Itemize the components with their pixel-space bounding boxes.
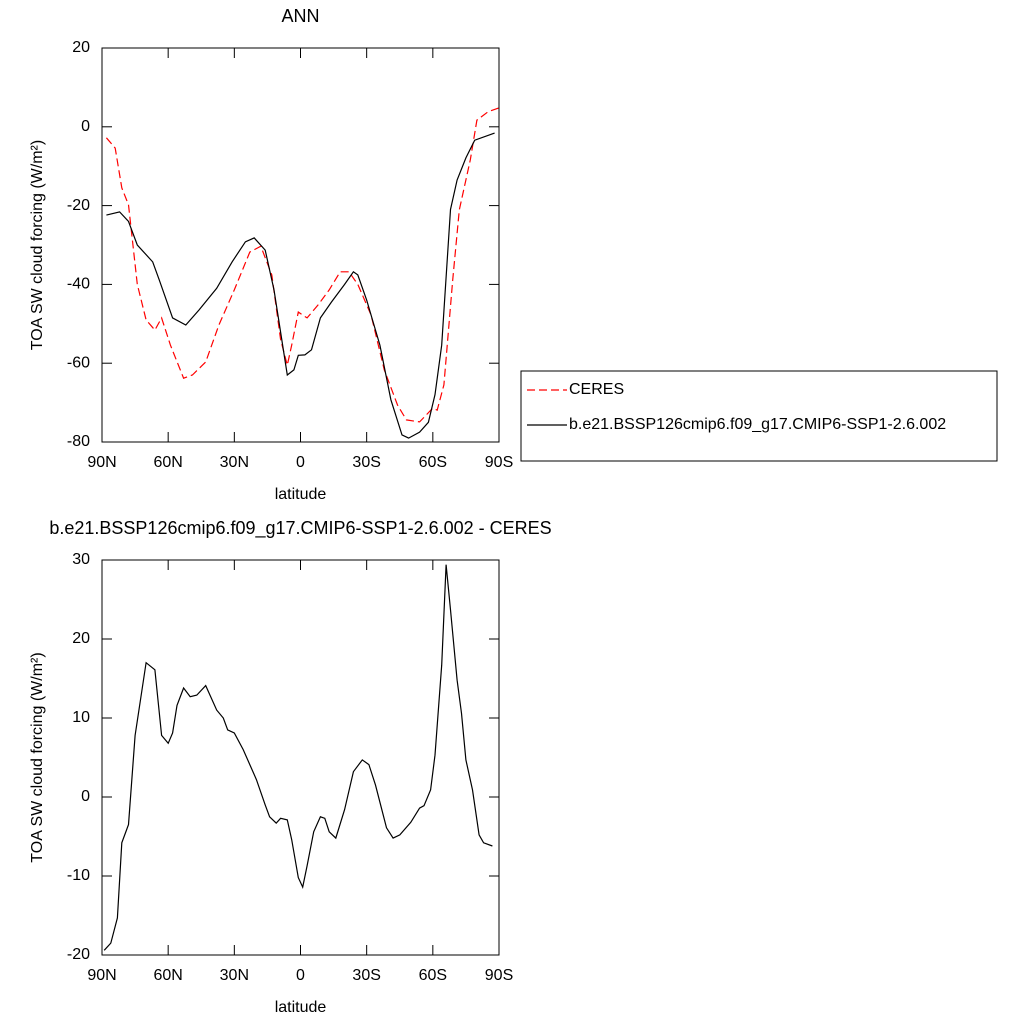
data-line: [106, 132, 495, 439]
x-tick-label: 90S: [485, 967, 513, 984]
legend-box: [520, 370, 998, 462]
chart-title: b.e21.BSSP126cmip6.f09_g17.CMIP6-SSP1-2.…: [49, 518, 551, 539]
x-tick-label: 30S: [352, 967, 380, 984]
x-tick-label: 30N: [220, 967, 249, 984]
y-tick-label: 10: [72, 709, 90, 726]
x-tick-label: 60S: [419, 454, 447, 471]
y-axis-label: TOA SW cloud forcing (W/m²): [29, 652, 46, 862]
x-axis-label: latitude: [275, 999, 327, 1016]
y-tick-label: 0: [81, 118, 90, 135]
legend-label: CERES: [569, 381, 624, 398]
legend-label: b.e21.BSSP126cmip6.f09_g17.CMIP6-SSP1-2.…: [569, 416, 946, 433]
x-tick-label: 60S: [419, 967, 447, 984]
y-tick-label: 20: [72, 39, 90, 56]
y-tick-label: -20: [67, 197, 90, 214]
y-tick-label: -20: [67, 946, 90, 963]
x-tick-label: 0: [296, 967, 305, 984]
x-tick-label: 30S: [352, 454, 380, 471]
x-tick-label: 90S: [485, 454, 513, 471]
x-tick-label: 30N: [220, 454, 249, 471]
plot-frame: [101, 559, 500, 956]
y-tick-label: -60: [67, 354, 90, 371]
y-tick-label: -40: [67, 276, 90, 293]
x-tick-label: 0: [296, 454, 305, 471]
data-line: [103, 564, 493, 951]
y-axis-label: TOA SW cloud forcing (W/m²): [29, 140, 46, 350]
x-tick-label: 90N: [87, 967, 116, 984]
x-axis-label: latitude: [275, 486, 327, 503]
y-tick-label: -80: [67, 433, 90, 450]
y-tick-label: 20: [72, 630, 90, 647]
plot-frame: [101, 47, 500, 443]
x-tick-label: 60N: [153, 454, 182, 471]
y-tick-label: -10: [67, 867, 90, 884]
x-tick-label: 90N: [87, 454, 116, 471]
x-tick-label: 60N: [153, 967, 182, 984]
y-tick-label: 30: [72, 551, 90, 568]
data-line: [105, 107, 500, 423]
y-tick-label: 0: [81, 788, 90, 805]
chart-title: ANN: [281, 6, 319, 26]
